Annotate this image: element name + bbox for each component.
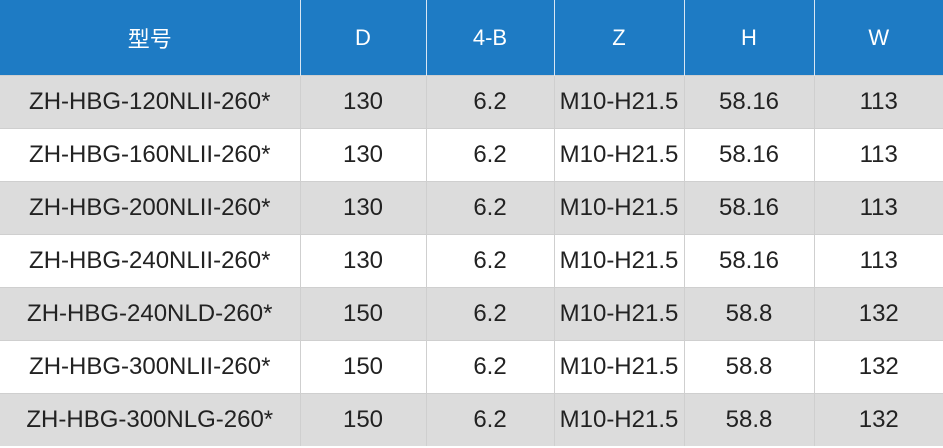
cell-4b: 6.2 [426, 234, 555, 288]
cell-h: 58.8 [684, 340, 815, 394]
cell-w: 132 [814, 287, 943, 341]
cell-4b: 6.2 [426, 287, 555, 341]
cell-z: M10-H21.5 [554, 181, 685, 235]
cell-z: M10-H21.5 [554, 128, 685, 182]
cell-z: M10-H21.5 [554, 75, 685, 129]
cell-w: 113 [814, 234, 943, 288]
header-w: W [814, 0, 943, 76]
table-row: ZH-HBG-200NLII-260* 130 6.2 M10-H21.5 58… [0, 181, 943, 235]
cell-d: 150 [300, 393, 427, 446]
cell-d: 150 [300, 340, 427, 394]
header-row: 型号 D 4-B Z H W [0, 0, 943, 76]
table-row: ZH-HBG-240NLD-260* 150 6.2 M10-H21.5 58.… [0, 287, 943, 341]
cell-4b: 6.2 [426, 340, 555, 394]
cell-h: 58.16 [684, 128, 815, 182]
cell-h: 58.8 [684, 287, 815, 341]
cell-h: 58.16 [684, 234, 815, 288]
header-4b: 4-B [426, 0, 555, 76]
cell-z: M10-H21.5 [554, 340, 685, 394]
table-row: ZH-HBG-160NLII-260* 130 6.2 M10-H21.5 58… [0, 128, 943, 182]
cell-h: 58.16 [684, 75, 815, 129]
cell-4b: 6.2 [426, 181, 555, 235]
cell-h: 58.8 [684, 393, 815, 446]
cell-model: ZH-HBG-120NLII-260* [0, 75, 301, 129]
cell-4b: 6.2 [426, 75, 555, 129]
table-row: ZH-HBG-120NLII-260* 130 6.2 M10-H21.5 58… [0, 75, 943, 129]
cell-d: 130 [300, 75, 427, 129]
cell-z: M10-H21.5 [554, 287, 685, 341]
cell-h: 58.16 [684, 181, 815, 235]
cell-model: ZH-HBG-160NLII-260* [0, 128, 301, 182]
cell-z: M10-H21.5 [554, 234, 685, 288]
cell-model: ZH-HBG-240NLII-260* [0, 234, 301, 288]
header-d: D [300, 0, 427, 76]
header-z: Z [554, 0, 685, 76]
cell-model: ZH-HBG-200NLII-260* [0, 181, 301, 235]
cell-4b: 6.2 [426, 393, 555, 446]
cell-model: ZH-HBG-300NLII-260* [0, 340, 301, 394]
table-row: ZH-HBG-240NLII-260* 130 6.2 M10-H21.5 58… [0, 234, 943, 288]
table-row: ZH-HBG-300NLG-260* 150 6.2 M10-H21.5 58.… [0, 393, 943, 446]
cell-w: 132 [814, 340, 943, 394]
header-h: H [684, 0, 815, 76]
table-row: ZH-HBG-300NLII-260* 150 6.2 M10-H21.5 58… [0, 340, 943, 394]
cell-model: ZH-HBG-240NLD-260* [0, 287, 301, 341]
header-model: 型号 [0, 0, 301, 76]
cell-d: 130 [300, 128, 427, 182]
cell-w: 132 [814, 393, 943, 446]
cell-d: 130 [300, 234, 427, 288]
cell-d: 150 [300, 287, 427, 341]
cell-w: 113 [814, 181, 943, 235]
cell-z: M10-H21.5 [554, 393, 685, 446]
cell-d: 130 [300, 181, 427, 235]
cell-w: 113 [814, 128, 943, 182]
cell-model: ZH-HBG-300NLG-260* [0, 393, 301, 446]
cell-4b: 6.2 [426, 128, 555, 182]
cell-w: 113 [814, 75, 943, 129]
